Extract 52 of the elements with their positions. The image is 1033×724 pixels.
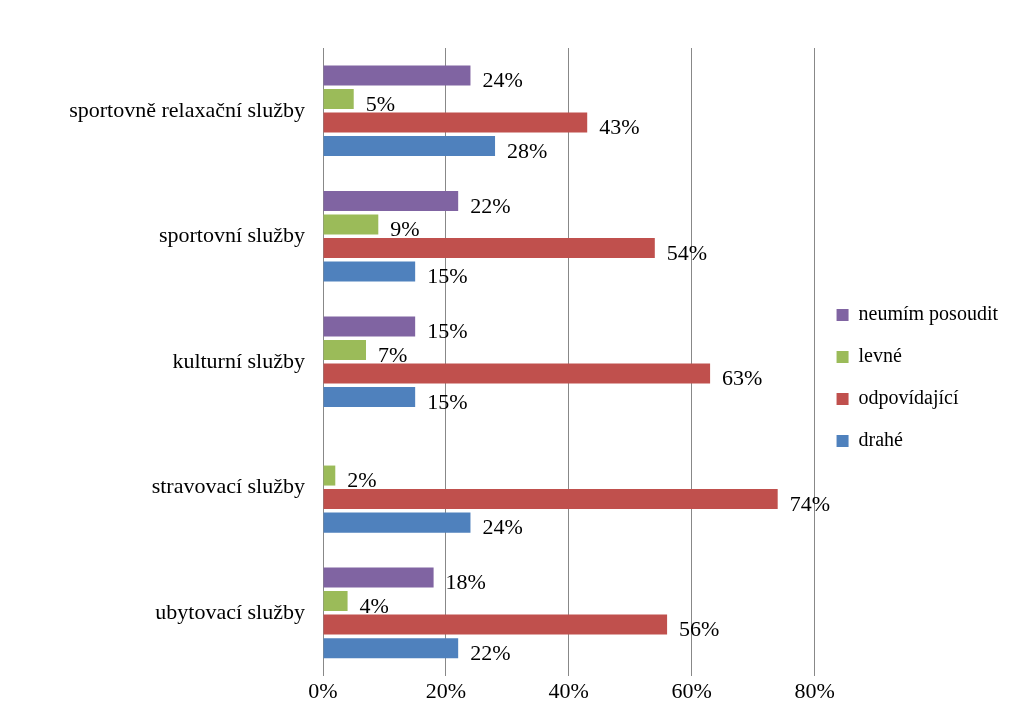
data-label: 24% [482, 514, 523, 540]
data-label: 22% [470, 192, 511, 218]
bar [323, 88, 354, 109]
data-label: 15% [427, 263, 468, 289]
bar [323, 489, 778, 510]
bar [323, 614, 668, 635]
data-label: 5% [365, 90, 396, 116]
bar [323, 340, 367, 361]
data-label: 56% [679, 616, 720, 642]
bar [323, 316, 416, 337]
bar [323, 567, 434, 588]
x-tick-label: 20% [425, 677, 467, 703]
bar [323, 112, 588, 133]
legend-label: odpovídající [858, 386, 959, 410]
y-tick-label: kulturní služby [172, 347, 305, 373]
data-label: 74% [789, 490, 831, 516]
x-tick-label: 0% [308, 677, 338, 703]
x-tick-label: 60% [671, 677, 712, 703]
y-tick-label: ubytovací služby [155, 598, 305, 624]
x-tick-label: 40% [548, 677, 589, 703]
legend-label: neumím posoudit [858, 302, 999, 326]
data-label: 4% [359, 592, 389, 618]
data-label: 24% [482, 67, 523, 93]
data-label: 7% [378, 341, 408, 367]
x-tick-label: 80% [794, 677, 835, 703]
bar [323, 136, 496, 157]
data-label: 63% [722, 365, 763, 391]
data-label: 15% [427, 388, 468, 414]
data-label: 15% [427, 318, 468, 344]
data-label: 22% [470, 639, 511, 665]
data-label: 9% [390, 216, 420, 242]
data-label: 54% [666, 239, 708, 265]
legend-label: drahé [858, 428, 904, 451]
bar [323, 214, 379, 235]
bar [323, 638, 459, 659]
y-tick-label: stravovací služby [151, 473, 305, 499]
data-label: 28% [507, 137, 548, 163]
y-tick-label: sportovní služby [158, 222, 305, 248]
bar [323, 261, 416, 282]
bar [323, 465, 336, 486]
bar [323, 512, 471, 533]
data-label: 43% [599, 114, 640, 140]
data-label: 2% [347, 467, 377, 493]
bar [323, 65, 471, 86]
bar [323, 190, 459, 211]
bar [323, 387, 416, 408]
legend-label: levné [858, 344, 902, 367]
bar [323, 591, 348, 612]
y-tick-label: sportovně relaxační služby [69, 96, 305, 122]
bar [323, 363, 711, 384]
data-label: 18% [445, 569, 486, 595]
bar [323, 238, 655, 259]
